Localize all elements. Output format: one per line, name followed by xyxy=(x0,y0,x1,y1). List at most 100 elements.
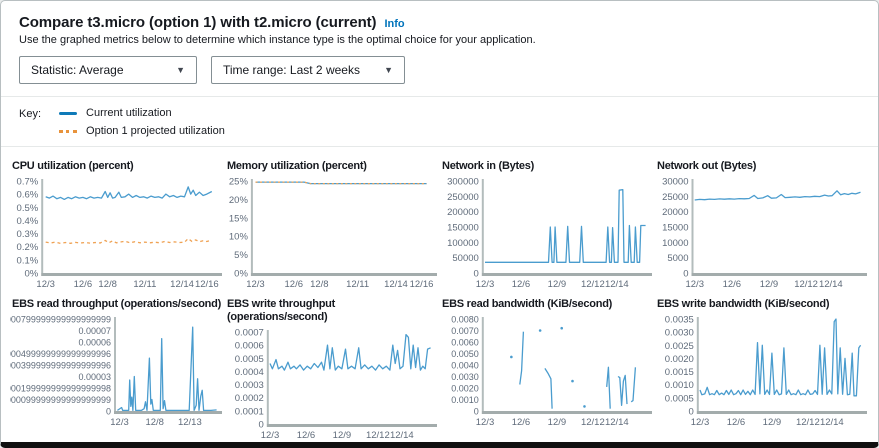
svg-text:0.5%: 0.5% xyxy=(17,203,39,214)
svg-text:5000: 5000 xyxy=(667,253,688,264)
svg-text:0.00007: 0.00007 xyxy=(78,326,111,336)
svg-text:0: 0 xyxy=(259,420,264,431)
svg-text:0.0002: 0.0002 xyxy=(235,393,264,404)
key-divider xyxy=(1,146,878,147)
page-subtitle: Use the graphed metrics below to determi… xyxy=(19,34,536,46)
ebs-read-throughput-chart: 0.00007999999999999999990.000070.000060.… xyxy=(10,315,222,428)
cpu-utilization-chart: 0.7% 0.6% 0.5% 0.4% 0.3% 0.2% 0.1% 0%12/3 12/6 12… xyxy=(17,177,222,290)
svg-text:0.0020: 0.0020 xyxy=(665,354,694,365)
svg-text:12/6: 12/6 xyxy=(297,430,316,441)
svg-text:12/8: 12/8 xyxy=(98,279,117,290)
svg-text:30000: 30000 xyxy=(662,177,688,188)
svg-text:12/14: 12/14 xyxy=(170,279,194,290)
chart-cell-ebs-write-bandwidth: EBS write bandwidth (KiB/second) 0.0035 0.… xyxy=(655,296,869,441)
svg-text:12/6: 12/6 xyxy=(512,417,530,428)
chart-cell-network-out: Network out (Bytes) 30000 25000 20000 15000 1… xyxy=(655,158,869,290)
key-item-label: Current utilization xyxy=(86,107,172,119)
svg-text:12/12: 12/12 xyxy=(366,430,390,441)
svg-text:0: 0 xyxy=(689,407,694,418)
chart-title: EBS write throughput (operations/second) xyxy=(227,298,336,323)
svg-text:12/9: 12/9 xyxy=(548,417,567,428)
svg-text:12/3: 12/3 xyxy=(246,279,265,290)
svg-text:12/16: 12/16 xyxy=(410,279,434,290)
svg-text:0.0000499999999999999996: 0.0000499999999999999996 xyxy=(10,349,111,359)
svg-text:12/6: 12/6 xyxy=(727,417,746,428)
caret-down-icon: ▼ xyxy=(384,65,393,75)
chart-cell-cpu-utilization: CPU utilization (percent) 0.7% 0.6% 0.5% 0.4… xyxy=(10,158,224,290)
key-item-label: Option 1 projected utilization xyxy=(86,125,225,137)
svg-text:12/3: 12/3 xyxy=(691,417,710,428)
svg-text:12/3: 12/3 xyxy=(476,417,495,428)
info-link[interactable]: Info xyxy=(384,18,405,30)
key-label: Key: xyxy=(19,108,42,120)
svg-text:15%: 15% xyxy=(229,213,249,224)
svg-text:0.0003: 0.0003 xyxy=(235,380,264,391)
chart-title: EBS read throughput (operations/second) xyxy=(12,298,222,310)
svg-text:0.0020: 0.0020 xyxy=(451,384,479,394)
svg-text:0: 0 xyxy=(474,407,479,417)
svg-text:0.0025: 0.0025 xyxy=(665,341,694,352)
svg-text:0.0000399999999999999996: 0.0000399999999999999996 xyxy=(10,361,111,371)
svg-text:10000: 10000 xyxy=(662,238,688,249)
svg-text:25000: 25000 xyxy=(662,192,688,203)
time-range-dropdown[interactable]: Time range: Last 2 weeks ▼ xyxy=(211,56,405,84)
svg-text:0.4%: 0.4% xyxy=(17,216,39,227)
svg-text:12/14: 12/14 xyxy=(820,417,844,428)
svg-text:0.0006: 0.0006 xyxy=(235,341,264,352)
svg-text:10%: 10% xyxy=(229,232,249,243)
key-item-current: Current utilization xyxy=(59,107,225,119)
key-item-projected: Option 1 projected utilization xyxy=(59,125,225,137)
memory-utilization-chart: 25% 20% 15% 10% 5% 0%12/3 12/6 12/8 12/11 12/14 12… xyxy=(229,177,437,290)
chart-cell-memory-utilization: Memory utilization (percent) 25% 20% 15% 10%… xyxy=(225,158,439,290)
svg-text:12/14: 12/14 xyxy=(390,430,414,441)
svg-text:50000: 50000 xyxy=(452,253,478,264)
svg-text:0.0030: 0.0030 xyxy=(451,372,479,382)
svg-text:12/8: 12/8 xyxy=(145,417,164,428)
svg-text:12/13: 12/13 xyxy=(178,417,202,428)
svg-text:12/6: 12/6 xyxy=(74,279,93,290)
svg-text:0.0007: 0.0007 xyxy=(235,328,264,339)
chart-title: EBS read bandwidth (KiB/second) xyxy=(442,298,613,310)
statistic-dropdown-label: Statistic: Average xyxy=(31,63,124,77)
svg-text:0%: 0% xyxy=(24,269,38,280)
svg-text:0.7%: 0.7% xyxy=(17,177,39,188)
svg-text:300000: 300000 xyxy=(447,177,479,188)
svg-text:12/8: 12/8 xyxy=(310,279,329,290)
svg-text:0.0005: 0.0005 xyxy=(665,393,694,404)
chart-title: CPU utilization (percent) xyxy=(12,160,134,172)
svg-text:0%: 0% xyxy=(234,269,248,280)
svg-text:0.00003: 0.00003 xyxy=(78,372,111,382)
svg-text:12/9: 12/9 xyxy=(333,430,352,441)
svg-text:12/3: 12/3 xyxy=(261,430,280,441)
network-out-chart: 30000 25000 20000 15000 10000 5000 012/3 12/6 12… xyxy=(662,177,867,290)
svg-text:0.0070: 0.0070 xyxy=(451,326,479,336)
chart-title: Network out (Bytes) xyxy=(657,160,757,172)
chart-title: EBS write bandwidth (KiB/second) xyxy=(657,298,830,310)
svg-text:12/9: 12/9 xyxy=(760,279,779,290)
svg-text:12/6: 12/6 xyxy=(723,279,742,290)
ebs-write-throughput-chart: 0.0007 0.0006 0.0005 0.0004 0.0003 0.0002 0.00… xyxy=(235,328,437,441)
svg-text:12/14: 12/14 xyxy=(819,279,843,290)
svg-text:0.0040: 0.0040 xyxy=(451,361,479,371)
svg-text:25%: 25% xyxy=(229,177,249,188)
panel-header: Compare t3.micro (option 1) with t2.micr… xyxy=(1,1,878,96)
network-in-chart: 300000 250000 200000 150000 100000 50000 012/3… xyxy=(447,177,652,290)
svg-text:250000: 250000 xyxy=(447,192,479,203)
chart-cell-ebs-write-throughput: EBS write throughput (operations/second) 0… xyxy=(225,296,439,441)
svg-text:12/3: 12/3 xyxy=(36,279,55,290)
svg-text:0.0010: 0.0010 xyxy=(665,380,694,391)
svg-text:0: 0 xyxy=(683,269,688,280)
svg-text:12/9: 12/9 xyxy=(763,417,782,428)
svg-text:12/12: 12/12 xyxy=(581,279,605,290)
header-divider xyxy=(1,96,878,97)
svg-text:12/11: 12/11 xyxy=(133,279,156,290)
svg-text:0.0080: 0.0080 xyxy=(451,315,479,325)
statistic-dropdown[interactable]: Statistic: Average ▼ xyxy=(19,56,197,84)
svg-text:12/16: 12/16 xyxy=(195,279,219,290)
chart-cell-ebs-read-throughput: EBS read throughput (operations/second) 0… xyxy=(10,296,224,441)
svg-text:12/14: 12/14 xyxy=(384,279,408,290)
svg-text:0: 0 xyxy=(474,269,479,280)
svg-text:0.6%: 0.6% xyxy=(17,190,39,201)
svg-text:12/6: 12/6 xyxy=(285,279,304,290)
